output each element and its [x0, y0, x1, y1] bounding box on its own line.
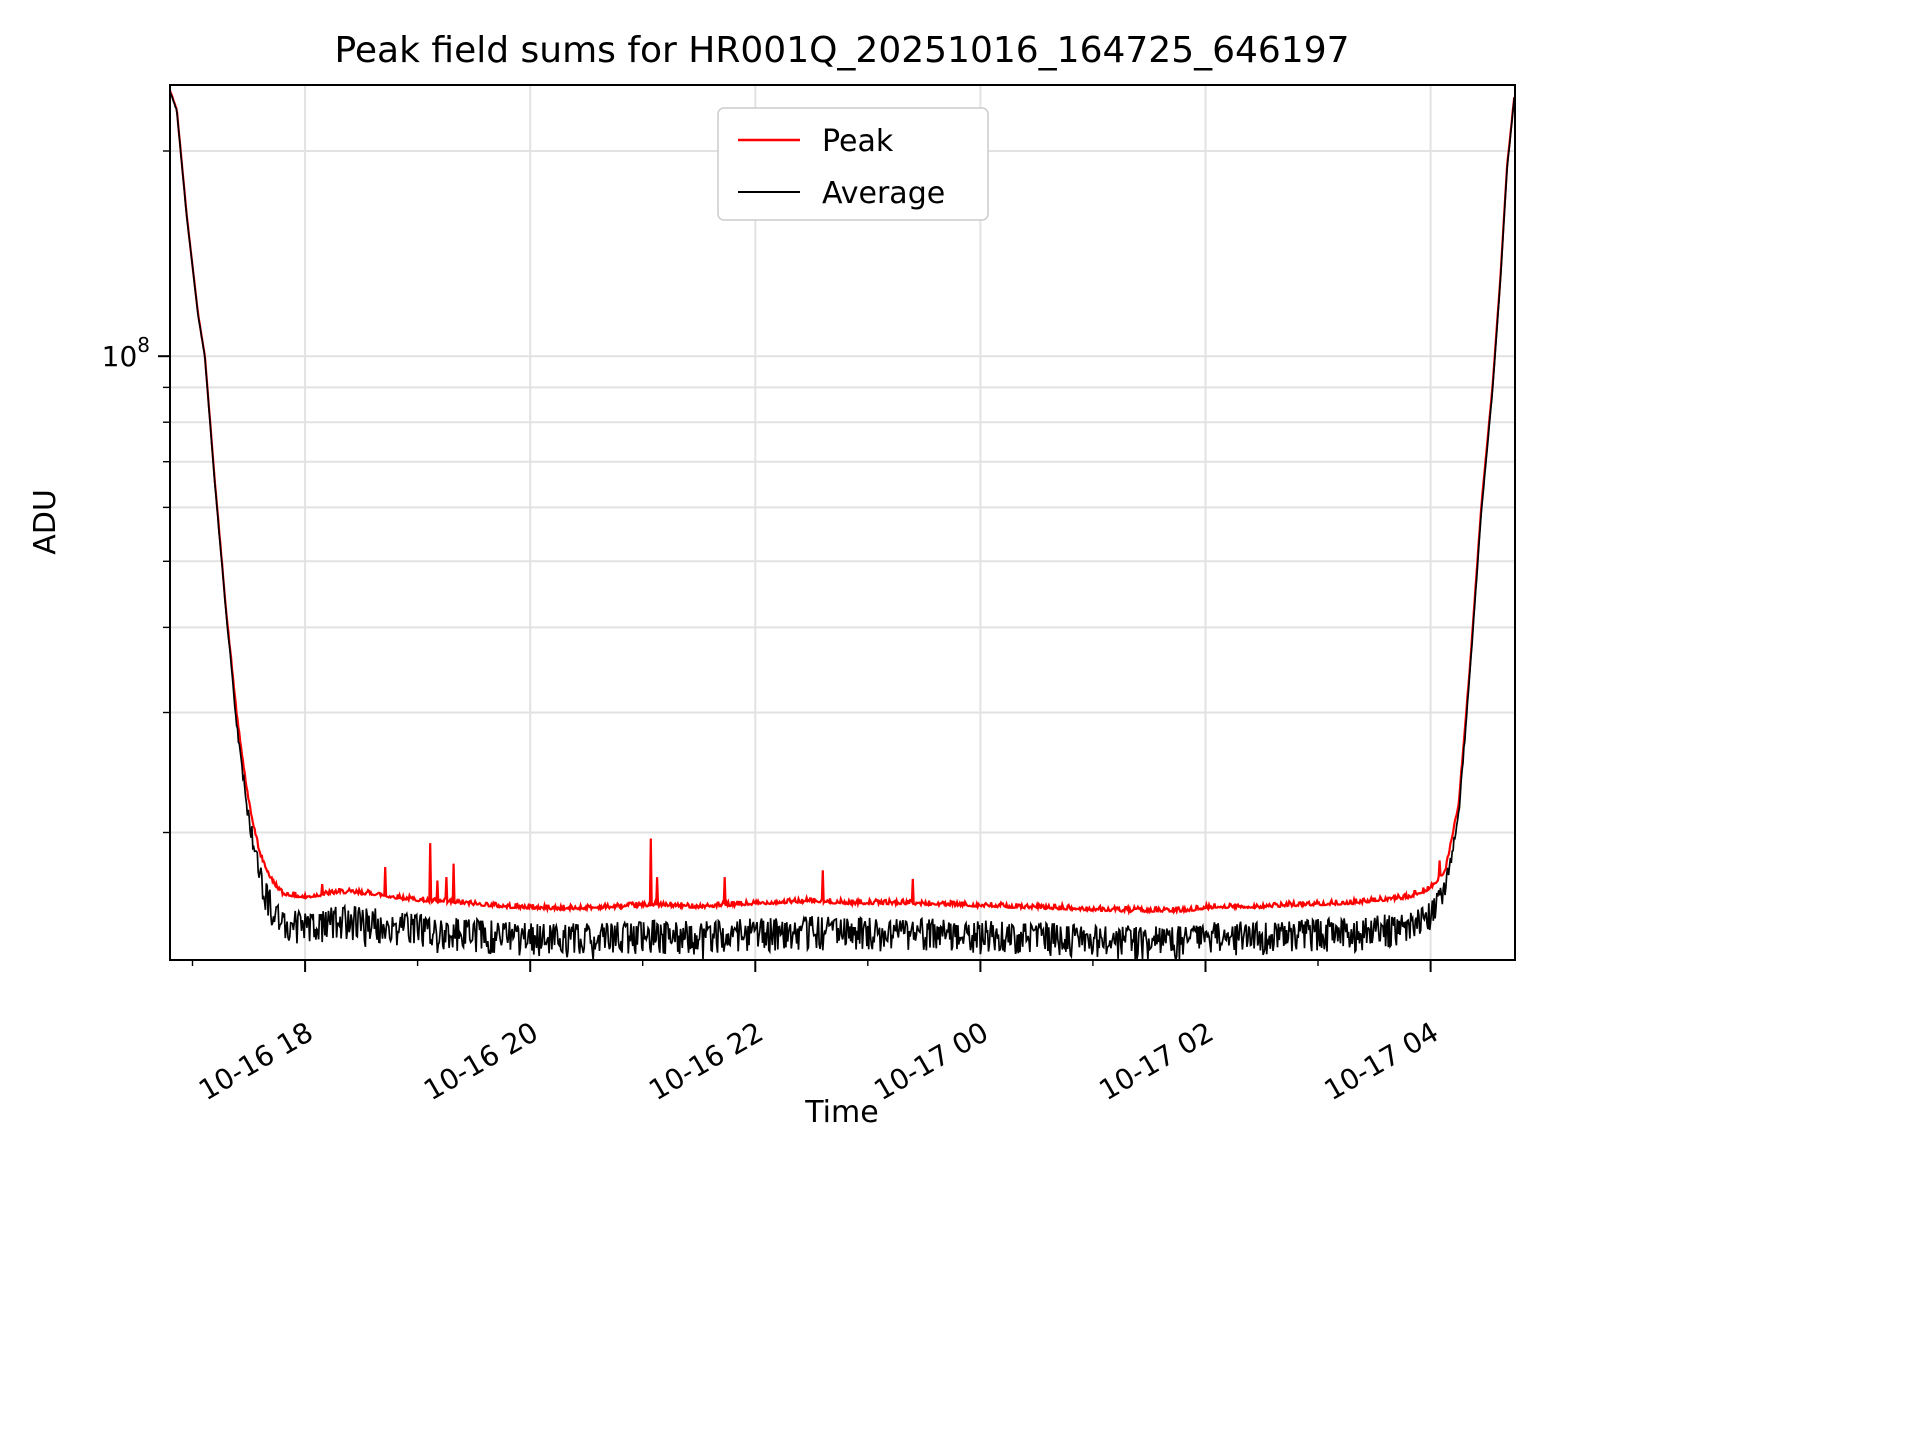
- peak-series-line: [170, 90, 1515, 916]
- plot-frame: [169, 84, 1516, 961]
- x-tick-label: 10-17 04: [1319, 1015, 1445, 1107]
- series-lines: [170, 90, 1515, 960]
- chart-title: Peak field sums for HR001Q_20251016_1647…: [334, 30, 1349, 71]
- x-tick-label: 10-16 20: [418, 1015, 544, 1107]
- legend-label-peak: Peak: [822, 124, 894, 159]
- grid-lines: [170, 85, 1515, 960]
- y-tick-label: 108: [102, 333, 150, 373]
- legend-label-average: Average: [822, 176, 945, 211]
- legend: Peak Average: [717, 107, 989, 221]
- x-tick-label: 10-16 18: [193, 1015, 319, 1107]
- x-tick-labels: 10-16 18 10-16 20 10-16 22 10-17 00 10-17 02…: [193, 1015, 1444, 1107]
- x-tick-label: 10-16 22: [643, 1015, 769, 1107]
- x-axis-label: Time: [804, 1095, 878, 1130]
- average-series-line: [170, 90, 1515, 960]
- x-tick-label: 10-17 02: [1093, 1015, 1219, 1107]
- x-tick-label: 10-17 00: [868, 1015, 994, 1107]
- axis-ticks: [158, 150, 1432, 972]
- y-axis-label: ADU: [28, 489, 63, 555]
